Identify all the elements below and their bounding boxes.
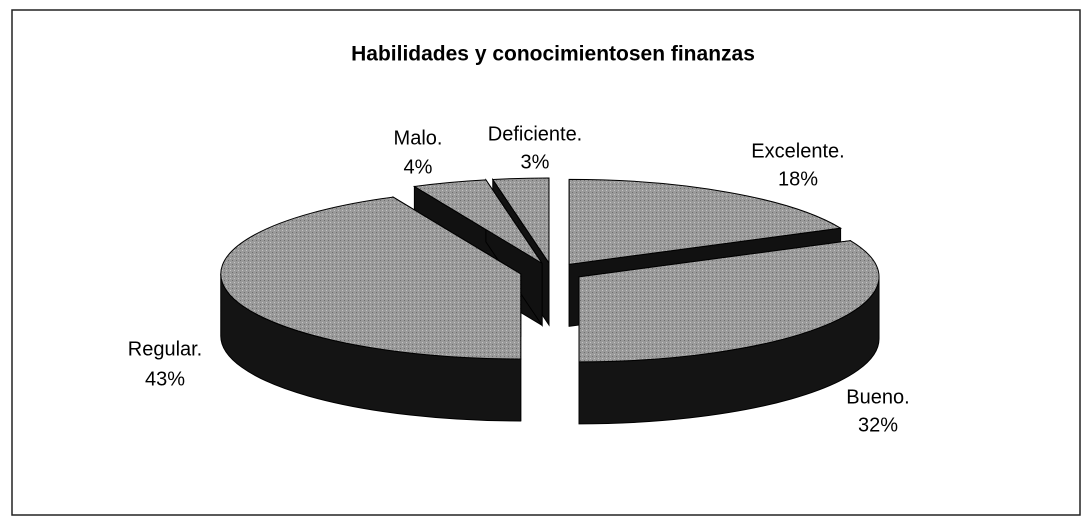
pie-slice xyxy=(578,240,880,425)
slice-label: Deficiente. xyxy=(488,123,583,145)
slice-top xyxy=(491,177,550,265)
slice-value-label: 43% xyxy=(145,368,185,390)
slice-label: Bueno. xyxy=(846,386,909,408)
slice-top xyxy=(578,240,880,363)
pie xyxy=(220,177,880,425)
slice-top xyxy=(568,178,843,265)
slice-value-label: 18% xyxy=(778,168,818,190)
slice-value-label: 3% xyxy=(521,151,550,173)
slice-label: Malo. xyxy=(394,127,443,149)
pie-slice xyxy=(220,196,522,422)
chart-title: Habilidades y conocimientosen finanzas xyxy=(351,43,755,66)
slice-label: Excelente. xyxy=(751,140,844,162)
slice-value-label: 32% xyxy=(858,414,898,436)
slice-top xyxy=(220,196,522,360)
slice-label: Regular. xyxy=(128,338,203,360)
slice-value-label: 4% xyxy=(404,156,433,178)
slice-top xyxy=(412,179,543,264)
